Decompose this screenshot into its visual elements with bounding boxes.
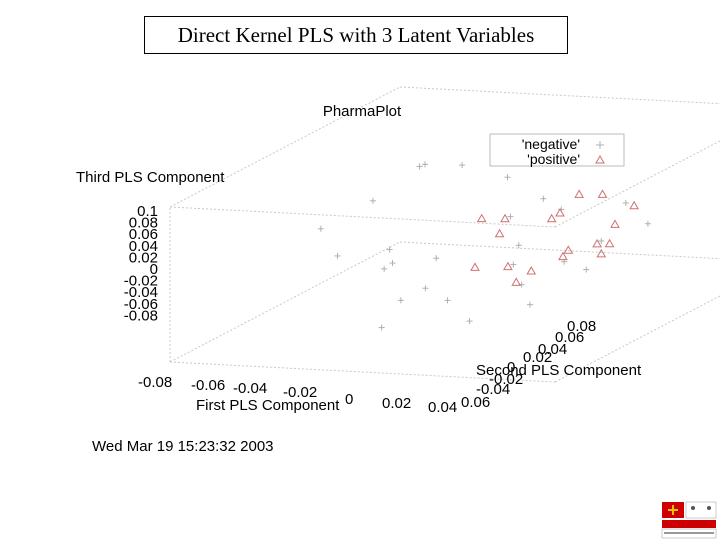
data-point-positive bbox=[592, 238, 602, 248]
z-tick-label: 0 bbox=[150, 261, 158, 278]
y-tick-label: 0.06 bbox=[555, 329, 584, 346]
x-tick-label: -0.08 bbox=[138, 374, 172, 391]
data-point-negative bbox=[433, 255, 440, 262]
y-axis-line bbox=[554, 295, 720, 383]
data-point-positive bbox=[610, 219, 620, 228]
data-point-positive bbox=[563, 245, 574, 254]
legend-marker-positive bbox=[595, 154, 605, 164]
y-tick-label: 0.04 bbox=[538, 341, 567, 358]
y-tick-label: -0.02 bbox=[489, 371, 523, 388]
plot-box-lines bbox=[169, 86, 720, 383]
legend-marker-negative bbox=[596, 141, 604, 149]
data-point-positive bbox=[597, 189, 608, 198]
data-point-positive bbox=[596, 248, 607, 258]
x-axis-line bbox=[169, 361, 556, 383]
data-point-negative bbox=[459, 162, 466, 169]
y-tick-label: -0.04 bbox=[476, 381, 510, 398]
data-point-negative bbox=[644, 220, 651, 227]
z-tick-label: 0.1 bbox=[137, 203, 158, 220]
z-tick-label: -0.08 bbox=[124, 307, 158, 324]
x-tick-label: 0.06 bbox=[461, 394, 490, 411]
axis-ticks: 0.10.080.060.040.020-0.02-0.04-0.06-0.08… bbox=[124, 203, 596, 416]
data-point-negative bbox=[397, 297, 404, 304]
data-point-positive bbox=[500, 213, 510, 223]
z-tick-label: 0.04 bbox=[129, 238, 158, 255]
data-point-negative bbox=[598, 237, 605, 244]
data-point-negative bbox=[386, 246, 393, 253]
data-point-negative bbox=[381, 265, 388, 272]
box-edge-top-rear bbox=[399, 86, 720, 105]
x-tick-label: -0.06 bbox=[191, 377, 225, 394]
data-point-positive bbox=[476, 213, 487, 223]
box-edge-floor-back bbox=[399, 241, 720, 260]
data-points bbox=[317, 161, 651, 331]
y-tick-label: 0.08 bbox=[567, 318, 596, 335]
z-tick-label: -0.06 bbox=[124, 296, 158, 313]
y-axis-label: Second PLS Component bbox=[476, 362, 642, 379]
data-point-positive bbox=[546, 213, 557, 223]
box-edge-top-right bbox=[554, 140, 720, 228]
data-point-positive bbox=[558, 251, 568, 261]
x-tick-label: 0.02 bbox=[382, 395, 411, 412]
box-edge-top-back bbox=[169, 86, 401, 208]
data-point-negative bbox=[416, 163, 423, 170]
z-tick-label: 0.02 bbox=[129, 249, 158, 266]
z-axis-label: Third PLS Component bbox=[76, 169, 225, 186]
data-point-positive bbox=[494, 228, 505, 238]
x-tick-label: -0.04 bbox=[233, 380, 267, 397]
data-point-positive bbox=[511, 277, 522, 286]
box-edge-floor-left bbox=[169, 241, 401, 363]
box-edge-top-front bbox=[169, 206, 556, 228]
x-axis-label: First PLS Component bbox=[196, 397, 340, 414]
data-point-negative bbox=[444, 297, 451, 304]
data-point-negative bbox=[422, 285, 429, 292]
data-point-positive bbox=[503, 261, 513, 271]
data-point-positive bbox=[629, 200, 640, 210]
university-crest-icon bbox=[660, 500, 718, 540]
data-point-negative bbox=[510, 261, 517, 268]
data-point-negative bbox=[389, 260, 396, 267]
z-tick-label: -0.04 bbox=[124, 284, 158, 301]
x-tick-label: 0.04 bbox=[428, 399, 457, 416]
data-point-negative bbox=[507, 213, 514, 220]
y-tick-label: 0 bbox=[507, 359, 515, 376]
data-point-positive bbox=[470, 262, 480, 271]
data-point-negative bbox=[422, 161, 428, 168]
x-tick-label: 0 bbox=[345, 391, 353, 408]
chart-title: PharmaPlot bbox=[323, 103, 402, 120]
data-point-negative bbox=[466, 318, 473, 325]
data-point-negative bbox=[622, 199, 629, 206]
data-point-negative bbox=[515, 242, 522, 249]
legend-box bbox=[489, 133, 625, 167]
data-point-negative bbox=[540, 195, 547, 202]
data-point-positive bbox=[526, 266, 537, 275]
data-point-negative bbox=[369, 197, 376, 204]
y-tick-label: 0.02 bbox=[523, 349, 552, 366]
data-point-negative bbox=[317, 225, 324, 232]
legend-label-negative: 'negative' bbox=[522, 136, 580, 152]
data-point-negative bbox=[504, 174, 511, 181]
slide-title: Direct Kernel PLS with 3 Latent Variable… bbox=[144, 16, 568, 54]
data-point-positive bbox=[574, 189, 585, 198]
z-tick-label: -0.02 bbox=[124, 273, 158, 290]
data-point-negative bbox=[583, 266, 590, 273]
data-point-negative bbox=[378, 324, 385, 331]
data-point-negative bbox=[334, 252, 341, 259]
timestamp: Wed Mar 19 15:23:32 2003 bbox=[92, 438, 274, 455]
data-point-positive bbox=[555, 207, 565, 217]
legend-label-positive: 'positive' bbox=[527, 151, 580, 167]
z-tick-label: 0.06 bbox=[129, 226, 158, 243]
z-tick-label: 0.08 bbox=[129, 215, 158, 232]
data-point-positive bbox=[604, 238, 615, 248]
x-tick-label: -0.02 bbox=[283, 384, 317, 401]
data-point-negative bbox=[527, 301, 533, 308]
